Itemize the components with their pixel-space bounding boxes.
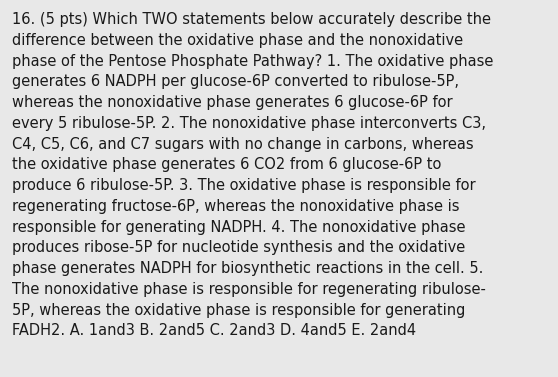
Text: 16. (5 pts) Which TWO statements below accurately describe the
difference betwee: 16. (5 pts) Which TWO statements below a… <box>12 12 493 339</box>
